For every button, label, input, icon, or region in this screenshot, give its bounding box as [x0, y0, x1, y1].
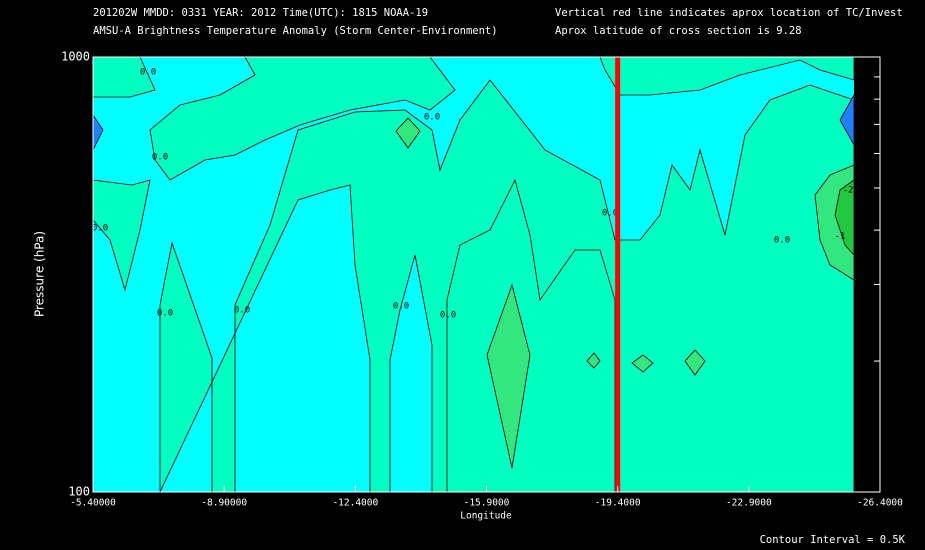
chart-title: 201202W MMDD: 0331 YEAR: 2012 Time(UTC):…	[93, 7, 428, 19]
chart-subtitle: AMSU-A Brightness Temperature Anomaly (S…	[93, 25, 498, 37]
y-axis-label: Pressure (hPa)	[33, 231, 47, 317]
y-tick-label: 1000	[61, 50, 90, 64]
contour-fill	[684, 349, 706, 376]
contour-label: 0.0	[140, 68, 156, 78]
contour-label: 0.0	[157, 309, 173, 319]
contour-label: 0.0	[234, 306, 250, 316]
x-tick-label: -15.9000	[464, 498, 510, 509]
x-axis-label: Longitude	[460, 511, 512, 522]
contour-label: 0.0	[92, 224, 108, 234]
contour-field	[92, 56, 880, 493]
contour-label: -1	[835, 232, 846, 242]
contour-label: 0.0	[152, 153, 168, 163]
y-tick-label: 100	[68, 485, 90, 499]
contour-fill	[631, 354, 654, 373]
contour-fill	[92, 179, 151, 292]
x-tick-label: -12.4000	[332, 498, 378, 509]
annotation: Vertical red line indicates aprox locati…	[555, 7, 903, 19]
contour-fill	[149, 56, 456, 181]
contour-label: 0.0	[774, 236, 790, 246]
x-tick-label: -8.90000	[201, 498, 247, 509]
contour-label: 0.0	[424, 113, 440, 123]
x-tick-label: -22.9000	[726, 498, 772, 509]
contour-fill	[586, 352, 601, 369]
x-tick-label: -19.4000	[595, 498, 641, 509]
contour-fill	[159, 79, 855, 493]
contour-fill	[486, 283, 531, 469]
missing-data	[854, 57, 880, 492]
contour-label: 0.0	[602, 209, 618, 219]
contour-label: 0.0	[393, 302, 409, 312]
annotation: Aprox latitude of cross section is 9.28	[555, 25, 802, 37]
contour-label: 0.0	[440, 311, 456, 321]
contour-fill	[395, 117, 421, 149]
footnote: Contour Interval = 0.5K	[760, 534, 906, 546]
contour-label: -2	[843, 186, 854, 196]
x-tick-label: -5.40000	[70, 498, 116, 509]
x-tick-label: -26.4000	[857, 498, 903, 509]
